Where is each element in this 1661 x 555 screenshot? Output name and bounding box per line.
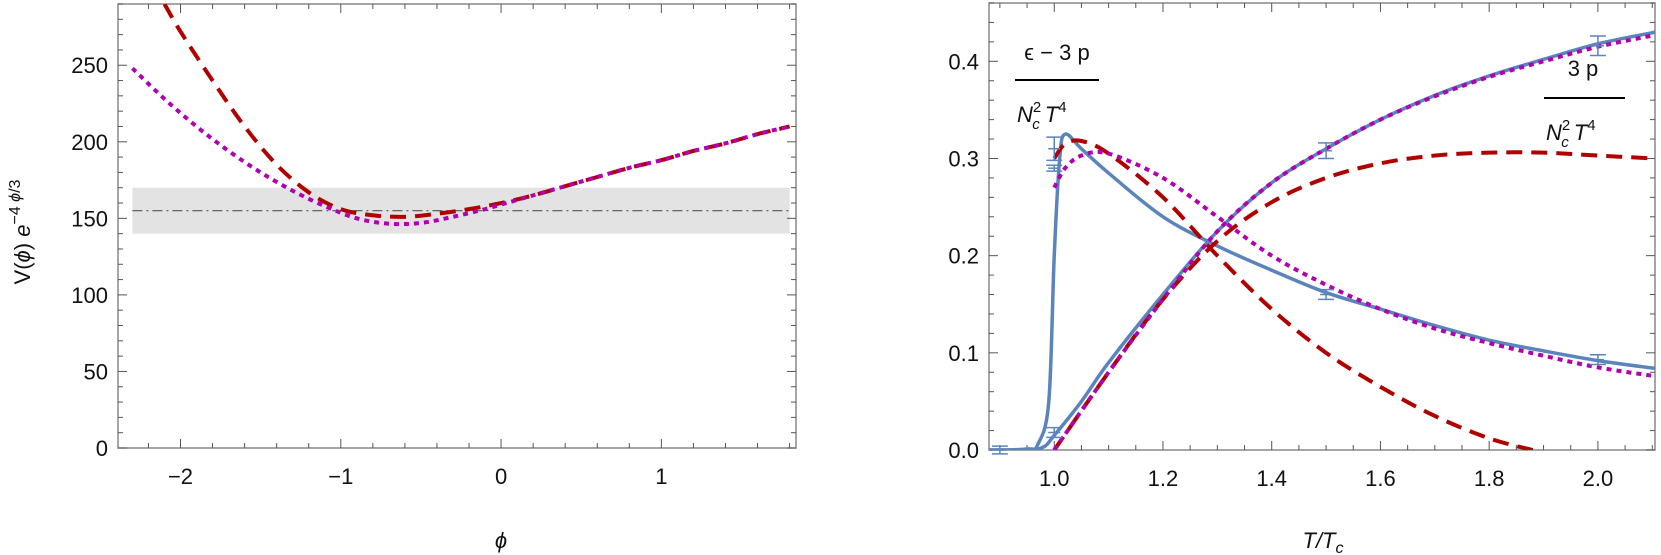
x-tick-label: −2 [168, 464, 193, 489]
thermo-panel: 1.0 1.2 1.4 1.6 1.8 2.0 0.0 0.1 0.2 0.3 0.4 [948, 2, 1656, 491]
y-axis-label-potential: V(ϕ) e−4 ϕ/3 [7, 179, 35, 284]
x-tick-label: 1.0 [1039, 466, 1070, 491]
x-axis-label-phi: ϕ [495, 528, 507, 553]
annotation-trace-denominator: N2 c T4 [1017, 99, 1067, 133]
x-tick-label: 1.2 [1148, 466, 1179, 491]
x-tick-label: −1 [328, 464, 353, 489]
series-dashed-2 [1052, 138, 1534, 450]
x-tick-label: 1.8 [1474, 466, 1505, 491]
series-solid-0 [989, 132, 1655, 450]
y-tick-label: 250 [71, 53, 108, 78]
y-tick-label: 100 [71, 283, 108, 308]
x-axis-label-T-over-Tc: T/Tc [1303, 528, 1344, 555]
y-tick-label: 0.3 [948, 146, 979, 171]
series-dashed-0 [162, 4, 791, 219]
x-tick-label: 0 [495, 464, 507, 489]
y-tick-label: 0.2 [948, 244, 979, 269]
annotation-trace-numerator: ϵ − 3 p [1024, 40, 1089, 65]
annotation-pressure-numerator: 3 p [1568, 56, 1599, 81]
y-tick-label: 0.0 [948, 438, 979, 463]
x-tick-label: 1.4 [1256, 466, 1287, 491]
x-tick-label: 1.6 [1365, 466, 1396, 491]
x-tick-label: 2.0 [1583, 466, 1614, 491]
plot-frame [988, 2, 1656, 451]
potential-panel: −2 −1 0 1 0 50 100 150 200 250 [71, 3, 797, 489]
series-dotted-1 [131, 66, 791, 227]
series-solid-1 [989, 30, 1655, 450]
y-tick-label: 0 [96, 436, 108, 461]
y-tick-label: 200 [71, 130, 108, 155]
x-tick-label: 1 [655, 464, 667, 489]
annotation-pressure-denominator: N2 c T4 [1546, 117, 1596, 151]
y-tick-label: 0.4 [948, 49, 979, 74]
y-tick-label: 0.1 [948, 341, 979, 366]
y-tick-label: 150 [71, 206, 108, 231]
plot-frame [117, 3, 797, 449]
series-dotted-4 [1052, 149, 1655, 379]
y-tick-label: 50 [84, 359, 108, 384]
